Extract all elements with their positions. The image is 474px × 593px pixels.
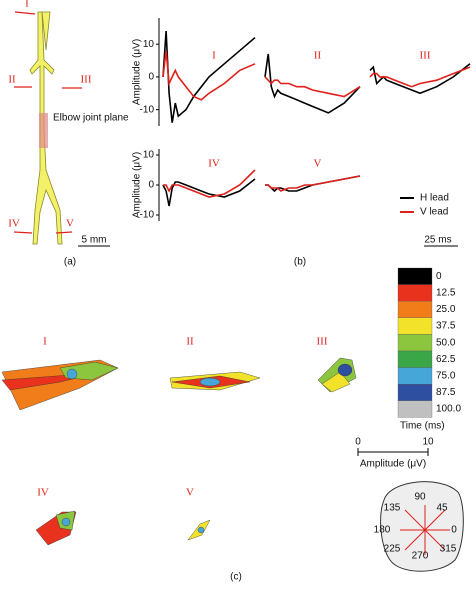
- heatmaps: [1, 357, 357, 546]
- y-axis-label: Amplitude (μV): [132, 39, 143, 105]
- direction-label: 45: [436, 503, 448, 514]
- nerve-diagram: [29, 11, 63, 245]
- legend-label: H lead: [420, 193, 449, 204]
- direction-label: 90: [414, 492, 426, 503]
- y-tick-label: 10: [143, 39, 155, 50]
- site-label: III: [81, 74, 92, 86]
- trace: [264, 53, 361, 114]
- map-label: IV: [37, 487, 49, 499]
- trace: [265, 175, 361, 192]
- direction-label: 135: [384, 503, 401, 514]
- y-tick-label: 0: [148, 180, 154, 191]
- direction-label: 180: [374, 525, 391, 536]
- direction-label: 0: [451, 525, 457, 536]
- chart-title: III: [420, 50, 431, 62]
- y-tick-label: -10: [140, 104, 155, 115]
- color-label: 87.5: [436, 387, 456, 398]
- scale-label: 25 ms: [424, 235, 451, 246]
- site-label: II: [8, 74, 16, 86]
- site-label: V: [66, 218, 74, 230]
- color-swatch: [397, 384, 433, 401]
- map-label: I: [43, 336, 47, 348]
- chart-title: V: [314, 158, 322, 170]
- color-label: 75.0: [436, 371, 456, 382]
- color-swatch: [397, 400, 433, 418]
- map-label: II: [186, 336, 194, 348]
- trace: [163, 169, 256, 198]
- panel-label: (c): [230, 572, 242, 583]
- color-label: 37.5: [436, 321, 456, 332]
- color-swatch: [397, 301, 433, 318]
- arrows: [13, 11, 82, 234]
- color-label: 12.5: [436, 288, 456, 299]
- trace: [162, 31, 256, 123]
- chart-title: IV: [208, 158, 220, 170]
- map-label: V: [186, 487, 194, 499]
- panel-label: (b): [294, 257, 306, 268]
- map-label: III: [317, 336, 328, 348]
- chart-title: II: [314, 50, 322, 62]
- color-label: 50.0: [436, 337, 456, 348]
- amp-tick-label: 0: [355, 437, 361, 448]
- trace: [162, 50, 256, 101]
- color-label: 25.0: [436, 304, 456, 315]
- color-swatch: [397, 334, 433, 352]
- y-tick-label: 10: [143, 150, 155, 161]
- amp-tick-label: 10: [422, 437, 434, 448]
- color-swatch: [397, 284, 433, 302]
- color-label: 62.5: [436, 354, 456, 365]
- color-label: 100.0: [436, 404, 461, 415]
- legend-label: V lead: [420, 207, 448, 218]
- scale-title: Time (ms): [400, 421, 445, 432]
- direction-label: 270: [412, 551, 429, 562]
- amp-label: Amplitude (μV): [360, 459, 426, 470]
- color-swatch: [397, 317, 433, 335]
- chart-title: I: [212, 50, 216, 62]
- trace: [162, 178, 256, 207]
- color-swatch: [397, 350, 433, 368]
- brain-outline: [380, 481, 464, 572]
- y-tick-label: 0: [148, 72, 154, 83]
- plane-label: Elbow joint plane: [53, 113, 129, 124]
- color-swatch: [397, 267, 433, 285]
- site-label: I: [25, 0, 29, 10]
- color-swatch: [397, 367, 433, 385]
- site-label: IV: [8, 218, 20, 230]
- panel-label: (a): [64, 257, 76, 268]
- trace: [264, 76, 361, 98]
- trace: [369, 63, 471, 95]
- color-label: 0: [436, 271, 442, 282]
- scale-label: 5 mm: [82, 235, 107, 246]
- y-tick-label: -10: [140, 210, 155, 221]
- plane-marker: [39, 113, 48, 148]
- y-axis-label: Amplitude (μV): [132, 152, 143, 218]
- direction-label: 315: [440, 544, 457, 555]
- direction-label: 225: [384, 544, 401, 555]
- trace: [369, 66, 471, 88]
